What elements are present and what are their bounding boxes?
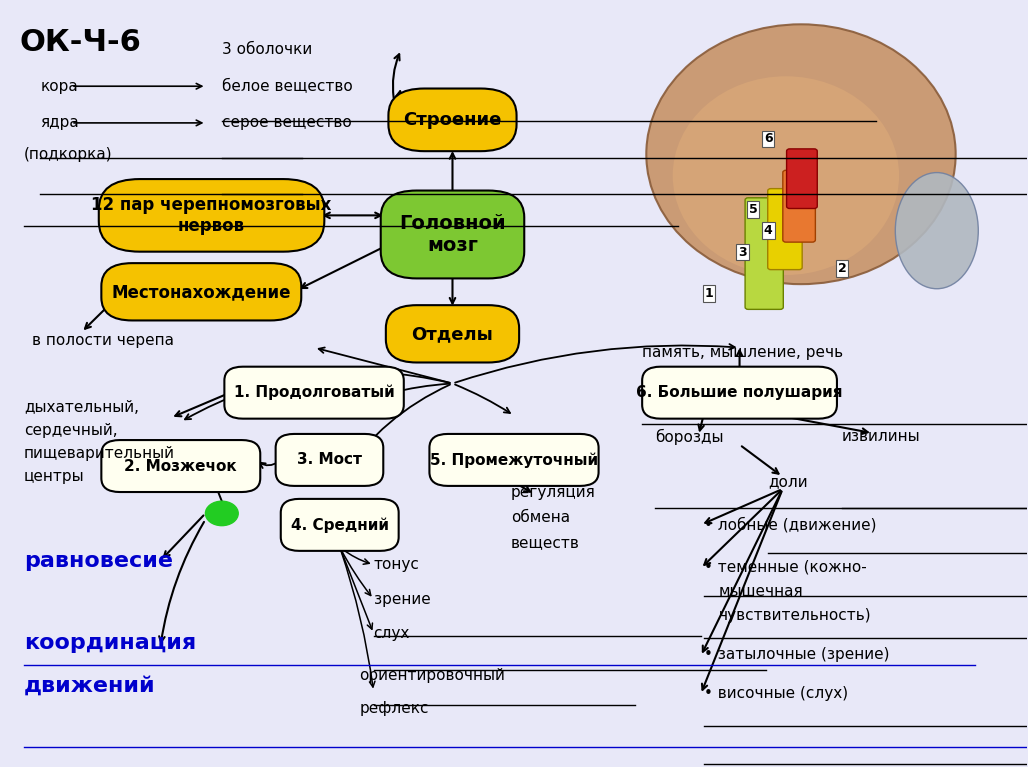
Text: 5. Промежуточный: 5. Промежуточный <box>430 453 598 468</box>
FancyBboxPatch shape <box>276 434 383 486</box>
Text: движений: движений <box>24 676 155 696</box>
Text: Отделы: Отделы <box>411 325 493 343</box>
Ellipse shape <box>647 25 956 284</box>
Text: ОК-Ч-6: ОК-Ч-6 <box>20 28 142 57</box>
Text: 1: 1 <box>704 287 713 300</box>
Text: координация: координация <box>24 634 196 653</box>
FancyBboxPatch shape <box>386 305 519 363</box>
Text: регуляция: регуляция <box>511 485 595 499</box>
Text: белое вещество: белое вещество <box>222 79 353 94</box>
Text: тонус: тонус <box>373 557 419 572</box>
Text: Местонахождение: Местонахождение <box>112 283 291 301</box>
FancyBboxPatch shape <box>642 367 837 419</box>
Text: чувствительность): чувствительность) <box>719 608 872 624</box>
Text: 2. Мозжечок: 2. Мозжечок <box>124 459 237 473</box>
FancyBboxPatch shape <box>786 149 817 209</box>
Ellipse shape <box>895 173 979 288</box>
FancyBboxPatch shape <box>430 434 598 486</box>
Text: веществ: веществ <box>511 535 580 550</box>
Text: доли: доли <box>768 474 808 489</box>
Text: • затылочные (зрение): • затылочные (зрение) <box>704 647 889 662</box>
Text: (подкорка): (подкорка) <box>24 146 113 162</box>
Text: 12 пар черепномозговых
нервов: 12 пар черепномозговых нервов <box>91 196 332 235</box>
FancyBboxPatch shape <box>745 198 783 309</box>
Text: в полости черепа: в полости черепа <box>32 333 174 348</box>
Text: извилины: извилины <box>842 430 921 445</box>
Text: рефлекс: рефлекс <box>359 701 429 716</box>
Text: 3 оболочки: 3 оболочки <box>222 42 313 57</box>
Text: Головной
мозг: Головной мозг <box>399 214 506 255</box>
Text: • лобные (движение): • лобные (движение) <box>704 517 876 533</box>
FancyBboxPatch shape <box>281 499 399 551</box>
FancyBboxPatch shape <box>224 367 404 419</box>
Text: 1. Продолговатый: 1. Продолговатый <box>233 385 395 400</box>
Text: 3. Мост: 3. Мост <box>297 453 362 467</box>
Text: Строение: Строение <box>403 111 502 129</box>
Text: борозды: борозды <box>656 429 724 445</box>
Text: мышечная: мышечная <box>719 584 804 599</box>
Text: • височные (слух): • височные (слух) <box>704 686 848 700</box>
FancyBboxPatch shape <box>380 190 524 278</box>
Text: дыхательный,: дыхательный, <box>24 400 139 416</box>
Text: слух: слух <box>373 626 410 641</box>
Text: • теменные (кожно-: • теменные (кожно- <box>704 559 867 574</box>
Text: зрение: зрение <box>373 591 431 607</box>
Text: память, мышление, речь: память, мышление, речь <box>642 345 843 360</box>
Text: сердечный,: сердечный, <box>24 423 117 439</box>
Text: кора: кора <box>40 79 78 94</box>
Text: серое вещество: серое вещество <box>222 115 352 130</box>
Text: ядра: ядра <box>40 115 79 130</box>
FancyBboxPatch shape <box>389 88 516 151</box>
Text: пищеварительный: пищеварительный <box>24 446 175 461</box>
Text: 4. Средний: 4. Средний <box>291 517 389 532</box>
Text: обмена: обмена <box>511 510 571 525</box>
Text: 2: 2 <box>838 262 846 275</box>
Text: 6. Большие полушария: 6. Большие полушария <box>636 385 843 400</box>
Text: ориентировочный: ориентировочный <box>359 668 505 683</box>
FancyBboxPatch shape <box>102 440 260 492</box>
Text: 4: 4 <box>764 224 773 237</box>
Text: 5: 5 <box>748 202 758 216</box>
Ellipse shape <box>672 76 900 275</box>
Text: 3: 3 <box>738 245 747 258</box>
FancyBboxPatch shape <box>99 179 324 252</box>
Text: центры: центры <box>24 469 84 484</box>
FancyBboxPatch shape <box>768 189 802 270</box>
Text: равновесие: равновесие <box>24 551 173 571</box>
Text: 6: 6 <box>764 133 773 146</box>
Circle shape <box>206 501 238 525</box>
FancyBboxPatch shape <box>102 263 301 321</box>
FancyBboxPatch shape <box>782 170 815 242</box>
